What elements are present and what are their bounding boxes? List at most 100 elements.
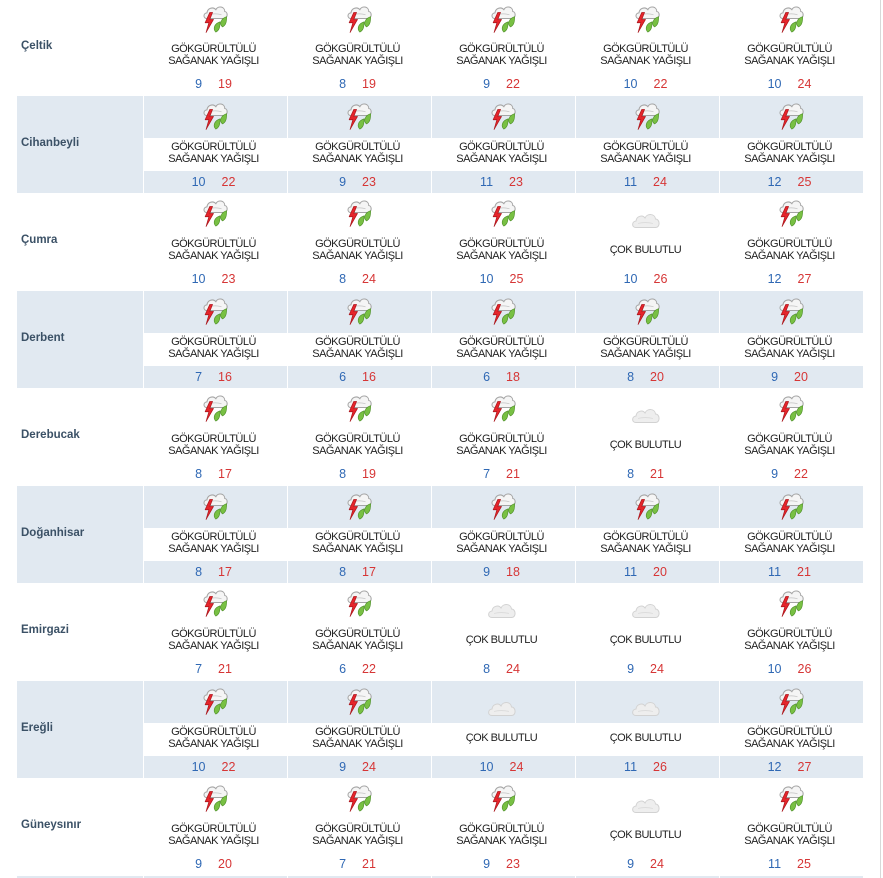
cloud-shape	[487, 604, 516, 618]
lightning-bolt	[492, 108, 502, 130]
thunderstorm-rain-graphic	[202, 395, 228, 422]
thunderstorm-rain-icon	[342, 100, 374, 132]
min-temperature: 11	[480, 174, 494, 189]
condition-text: ÇOK BULUTLU	[609, 244, 682, 256]
thunderstorm-rain-graphic	[202, 492, 228, 520]
temperature-band: 9 19	[144, 73, 287, 96]
district-name[interactable]: Derebucak	[21, 429, 80, 442]
forecast-cell: GÖKGÜRÜLTÜLÜ SAĞANAK YAĞIŞLI 8 24	[288, 193, 431, 291]
forecast-cell: GÖKGÜRÜLTÜLÜ SAĞANAK YAĞIŞLI 12 27	[720, 680, 863, 778]
cloudy-icon	[630, 197, 662, 229]
rain-drop	[219, 795, 227, 807]
temperature-band: 8 19	[288, 73, 431, 96]
max-temperature: 18	[506, 564, 520, 579]
thunderstorm-rain-graphic	[490, 395, 516, 422]
min-temperature: 10	[623, 77, 638, 92]
cloud-graphic	[487, 604, 516, 618]
icon-band	[288, 778, 431, 820]
forecast-cell	[720, 875, 863, 878]
rain-drop	[363, 502, 371, 514]
thunderstorm-rain-graphic	[202, 102, 228, 130]
min-temperature: 8	[339, 467, 347, 482]
max-temperature: 25	[797, 857, 811, 872]
max-temperature: 20	[653, 564, 667, 579]
district-name[interactable]: Doğanhisar	[17, 485, 143, 583]
thunderstorm-rain-icon	[198, 782, 230, 814]
thunderstorm-rain-graphic	[202, 590, 228, 617]
forecast-cell: GÖKGÜRÜLTÜLÜ SAĞANAK YAĞIŞLI 6 18	[432, 290, 575, 388]
district-name[interactable]: Ereğli	[17, 680, 143, 778]
forecast-cell: GÖKGÜRÜLTÜLÜ SAĞANAK YAĞIŞLI 10 23	[144, 193, 287, 291]
rain-drop	[219, 210, 227, 222]
lightning-bolt	[492, 12, 502, 33]
icon-band	[720, 583, 863, 625]
cloud-graphic	[631, 701, 660, 716]
thunderstorm-rain-graphic	[778, 102, 804, 130]
condition-band: GÖKGÜRÜLTÜLÜ SAĞANAK YAĞIŞLI	[288, 333, 431, 366]
forecast-cell: GÖKGÜRÜLTÜLÜ SAĞANAK YAĞIŞLI 9 24	[288, 680, 431, 778]
max-temperature: 21	[797, 564, 811, 579]
forecast-cell: GÖKGÜRÜLTÜLÜ SAĞANAK YAĞIŞLI 6 22	[288, 583, 431, 681]
max-temperature: 27	[797, 272, 812, 287]
forecast-cell: ÇOK BULUTLU 9 24	[576, 583, 719, 681]
min-temperature: 9	[483, 564, 491, 579]
min-temperature: 11	[624, 564, 638, 579]
max-temperature: 17	[362, 564, 376, 579]
lightning-bolt	[204, 206, 214, 227]
rain-drop	[789, 605, 796, 617]
forecast-cell: GÖKGÜRÜLTÜLÜ SAĞANAK YAĞIŞLI 7 21	[144, 583, 287, 681]
district-name[interactable]: Emirgazi	[21, 624, 69, 637]
rain-drop	[219, 697, 227, 709]
forecast-cell: GÖKGÜRÜLTÜLÜ SAĞANAK YAĞIŞLI 9 23	[432, 778, 575, 876]
rain-drop	[645, 507, 652, 519]
rain-drop	[363, 16, 371, 28]
thunderstorm-rain-icon	[630, 3, 662, 35]
max-temperature: 19	[362, 77, 376, 92]
min-temperature: 6	[339, 662, 347, 677]
district-name[interactable]: Çumra	[21, 234, 58, 247]
icon-band	[288, 388, 431, 430]
condition-band: GÖKGÜRÜLTÜLÜ SAĞANAK YAĞIŞLI	[144, 40, 287, 73]
forecast-cell: GÖKGÜRÜLTÜLÜ SAĞANAK YAĞIŞLI 11 23	[432, 95, 575, 193]
condition-text: GÖKGÜRÜLTÜLÜ SAĞANAK YAĞIŞLI	[312, 628, 403, 652]
icon-band	[288, 95, 431, 138]
thunderstorm-rain-icon	[342, 3, 374, 35]
district-name[interactable]: Güneysınır	[21, 819, 82, 832]
cloud-graphic	[487, 701, 516, 716]
rain-drop	[357, 702, 364, 714]
max-temperature: 24	[650, 662, 664, 677]
max-temperature: 26	[653, 759, 667, 774]
icon-band	[720, 485, 863, 528]
rain-drop	[219, 405, 227, 417]
icon-band	[144, 680, 287, 723]
condition-band: GÖKGÜRÜLTÜLÜ SAĞANAK YAĞIŞLI	[432, 820, 575, 853]
min-temperature: 6	[483, 369, 491, 384]
temperature-band: 9 22	[720, 463, 863, 486]
condition-band: GÖKGÜRÜLTÜLÜ SAĞANAK YAĞIŞLI	[144, 430, 287, 463]
district-row: Doğanhisar GÖKGÜRÜLTÜLÜ SAĞANAK YAĞIŞLI 8 1…	[17, 485, 863, 583]
temperature-band: 10 23	[144, 268, 287, 291]
district-name[interactable]: Çeltik	[21, 40, 53, 53]
min-temperature: 8	[195, 467, 203, 482]
cloud-shape	[631, 604, 660, 618]
condition-text: GÖKGÜRÜLTÜLÜ SAĞANAK YAĞIŞLI	[168, 725, 259, 750]
forecast-cell: GÖKGÜRÜLTÜLÜ SAĞANAK YAĞIŞLI 6 16	[288, 290, 431, 388]
temperature-band: 8 17	[288, 560, 431, 583]
min-temperature: 8	[339, 564, 347, 579]
temperature-band: 8 20	[576, 365, 719, 388]
thunderstorm-rain-icon	[774, 490, 806, 522]
thunderstorm-rain-graphic	[634, 102, 660, 130]
district-name[interactable]: Derbent	[17, 290, 143, 388]
icon-band	[576, 680, 719, 723]
forecast-cell: GÖKGÜRÜLTÜLÜ SAĞANAK YAĞIŞLI 10 22	[576, 0, 719, 96]
rain-drop	[357, 215, 364, 227]
condition-band: GÖKGÜRÜLTÜLÜ SAĞANAK YAĞIŞLI	[144, 235, 287, 268]
forecast-cell: GÖKGÜRÜLTÜLÜ SAĞANAK YAĞIŞLI 8 17	[144, 485, 287, 583]
thunderstorm-rain-graphic	[490, 492, 516, 520]
district-name[interactable]: Cihanbeyli	[17, 95, 143, 193]
condition-text: GÖKGÜRÜLTÜLÜ SAĞANAK YAĞIŞLI	[744, 725, 835, 750]
rain-drop	[795, 112, 803, 124]
cloud-detail	[637, 417, 653, 419]
condition-text: GÖKGÜRÜLTÜLÜ SAĞANAK YAĞIŞLI	[744, 433, 835, 457]
rain-drop	[501, 215, 508, 227]
